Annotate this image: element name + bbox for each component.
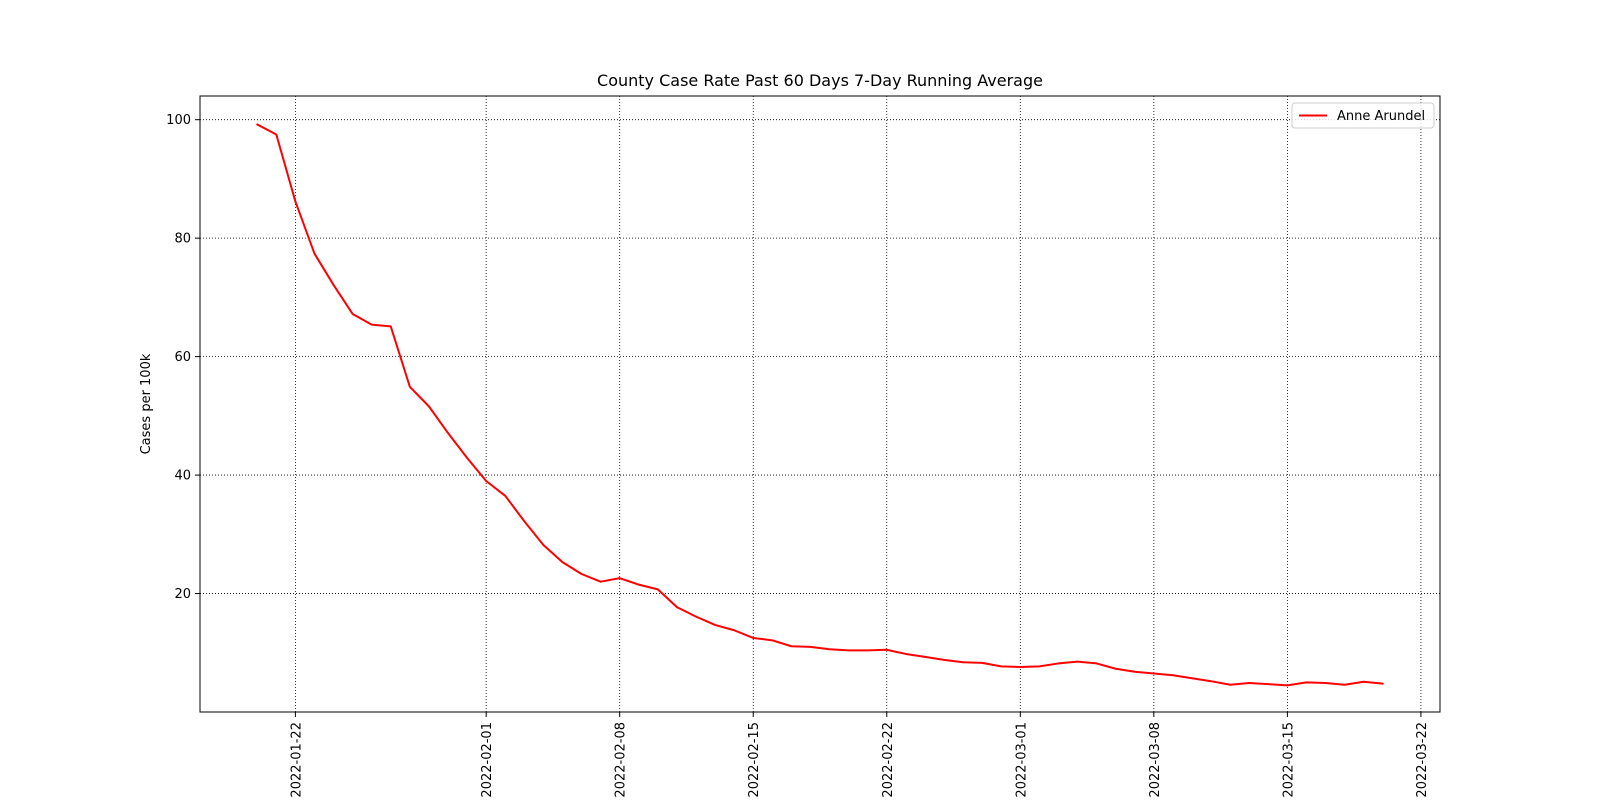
x-tick-label: 2022-03-15 bbox=[1281, 722, 1296, 798]
y-tick-label: 40 bbox=[174, 469, 191, 484]
y-axis: 20 40 60 80 100 bbox=[166, 113, 200, 602]
x-tick-label: 2022-02-22 bbox=[881, 722, 896, 798]
plot-frame bbox=[199, 95, 1441, 713]
x-tick-label: 2022-03-08 bbox=[1148, 722, 1163, 798]
y-axis-label: Cases per 100k bbox=[139, 353, 154, 454]
chart-title: County Case Rate Past 60 Days 7-Day Runn… bbox=[597, 71, 1043, 90]
series-layer bbox=[256, 123, 1384, 687]
x-axis: 2022-01-22 2022-02-01 2022-02-08 2022-02-15… bbox=[289, 712, 1430, 798]
x-tick-label: 2022-03-22 bbox=[1415, 722, 1430, 798]
series-line bbox=[256, 123, 1384, 687]
legend: Anne Arundel bbox=[1291, 102, 1435, 129]
x-tick-label: 2022-02-01 bbox=[480, 722, 495, 798]
legend-label: Anne Arundel bbox=[1337, 109, 1425, 124]
y-tick-label: 100 bbox=[166, 113, 191, 128]
y-tick-label: 60 bbox=[174, 350, 191, 365]
y-tick-label: 80 bbox=[174, 232, 191, 247]
x-tick-label: 2022-03-01 bbox=[1014, 722, 1029, 798]
y-tick-label: 20 bbox=[174, 587, 191, 602]
x-tick-label: 2022-01-22 bbox=[289, 722, 304, 798]
x-tick-label: 2022-02-08 bbox=[614, 722, 629, 798]
legend-box bbox=[1291, 102, 1435, 129]
x-tick-label: 2022-02-15 bbox=[747, 722, 762, 798]
